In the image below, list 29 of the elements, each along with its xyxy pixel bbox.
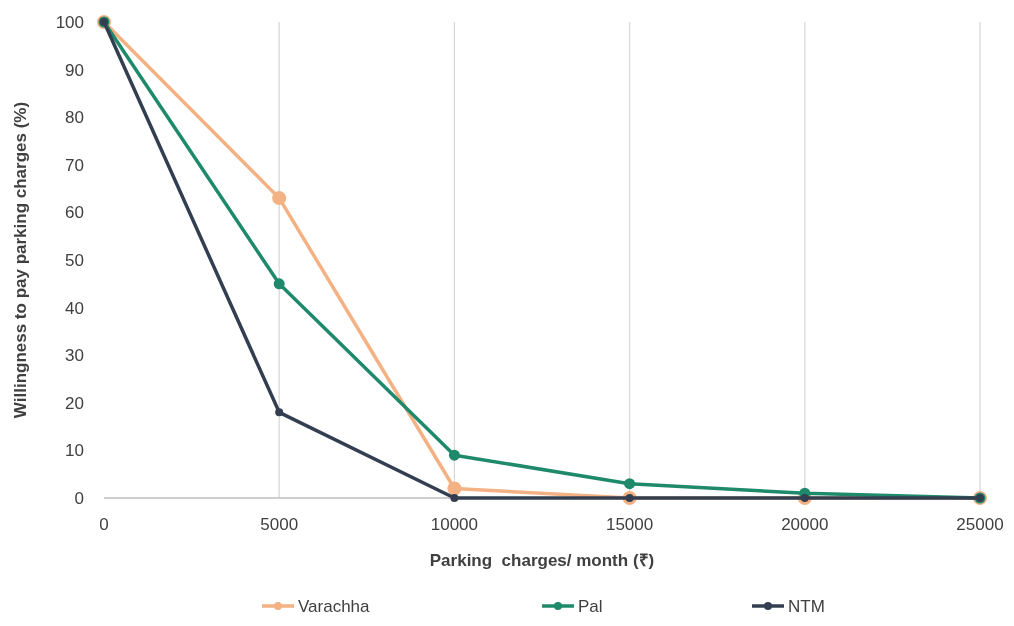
legend-label: Pal [578, 597, 603, 616]
y-tick-label: 0 [74, 489, 84, 508]
y-tick-label: 100 [55, 13, 84, 32]
y-tick-label: 40 [65, 298, 84, 318]
x-tick-label: 15000 [605, 515, 654, 534]
y-axis-title: Willingness to pay parking charges (%) [11, 101, 30, 419]
y-tick-label: 70 [65, 155, 84, 175]
point [624, 478, 636, 490]
point [273, 278, 285, 290]
x-axis-title: Parking charges/ month (₹) [429, 551, 655, 570]
y-tick-label: 30 [65, 346, 84, 366]
point [275, 408, 284, 417]
x-tick-label: 10000 [430, 515, 479, 534]
y-tick-label: 80 [65, 108, 84, 128]
x-tick-label: 20000 [781, 515, 829, 534]
point [450, 494, 459, 502]
legend-label: NTM [788, 597, 825, 616]
point [447, 481, 462, 496]
y-tick-label: 10 [65, 441, 84, 461]
legend-label: Varachha [298, 597, 371, 616]
y-tick-label: 50 [65, 251, 84, 270]
y-tick-label: 20 [65, 393, 84, 413]
x-tick-label: 5000 [260, 515, 299, 534]
point [448, 449, 460, 461]
y-tick-label: 60 [65, 203, 84, 223]
y-tick-label: 90 [65, 60, 84, 80]
x-tick-label: 25000 [956, 515, 1004, 534]
point [272, 191, 287, 206]
x-tick-label: 0 [99, 515, 109, 534]
